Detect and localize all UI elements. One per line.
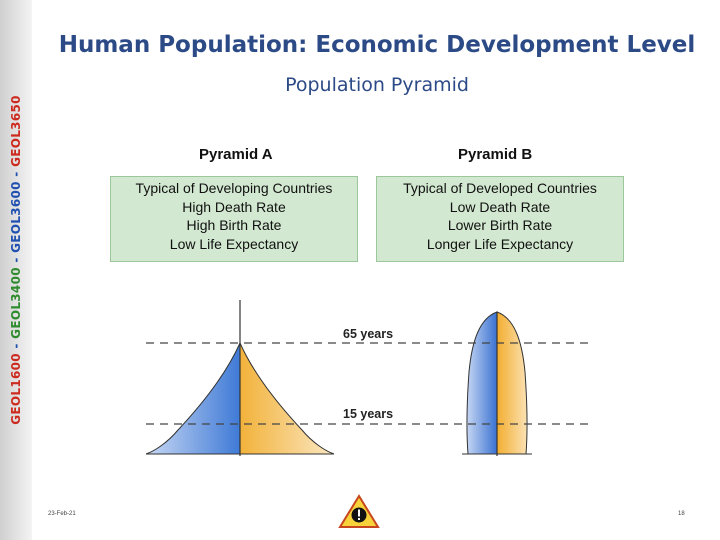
pyramid-b-line: Typical of Developed Countries	[403, 180, 597, 196]
pyramid-a-line: High Death Rate	[182, 198, 286, 215]
pyramid-b-heading: Pyramid B	[458, 146, 533, 163]
pyramid-a-female-half	[239, 342, 335, 455]
side-bar: GEOL1600 - GEOL3400 - GEOL3600 - GEOL365…	[0, 0, 32, 540]
pyramid-b-line: Low Death Rate	[449, 198, 551, 215]
footer-date: 23-Feb-21	[48, 511, 76, 517]
pyramid-a-line: Typical of Developing Countries	[135, 180, 333, 196]
pyramid-a-description: Typical of Developing Countries High Dea…	[110, 176, 358, 262]
pyramid-b-line: Lower Birth Rate	[447, 217, 553, 233]
warning-logo-icon	[338, 494, 380, 530]
pyramid-a-male-half	[145, 342, 241, 455]
pyramid-b-male-half	[466, 311, 498, 455]
page-number: 18	[678, 511, 685, 517]
pyramid-a-line: Low Life Expectancy	[169, 235, 299, 252]
pyramid-b-female-half	[496, 311, 528, 455]
slide-subtitle: Population Pyramid	[285, 74, 469, 96]
pyramid-a-heading: Pyramid A	[199, 146, 273, 163]
slide-title: Human Population: Economic Development L…	[58, 32, 696, 58]
age-label-15: 15 years	[343, 407, 394, 421]
pyramid-b-description: Typical of Developed Countries Low Death…	[376, 176, 624, 262]
pyramid-b-line: Longer Life Expectancy	[426, 235, 574, 252]
age-label-65: 65 years	[343, 327, 394, 341]
pyramid-a-line: High Birth Rate	[186, 217, 282, 233]
